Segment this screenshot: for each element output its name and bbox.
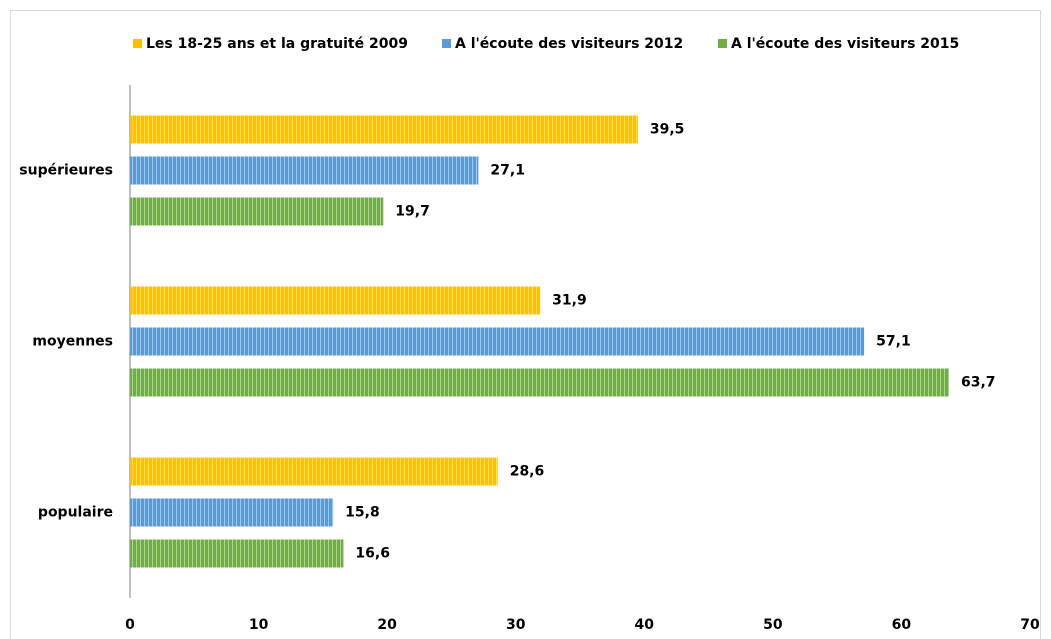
data-label: 63,7 — [961, 375, 996, 391]
y-tick-label: supérieures — [19, 163, 113, 179]
bar — [130, 327, 865, 356]
y-tick-label: moyennes — [32, 334, 113, 350]
data-label: 57,1 — [876, 334, 911, 350]
legend-label: A l'écoute des visiteurs 2015 — [731, 36, 959, 52]
x-tick-label: 50 — [763, 617, 783, 633]
legend-label: A l'écoute des visiteurs 2012 — [455, 36, 683, 52]
bar — [130, 156, 479, 185]
bar — [130, 539, 344, 568]
chart-frame — [10, 10, 1041, 639]
data-label: 28,6 — [510, 464, 545, 480]
bar — [130, 115, 638, 144]
x-tick-label: 30 — [506, 617, 526, 633]
x-tick-label: 10 — [249, 617, 269, 633]
legend-swatch — [718, 39, 727, 48]
legend-swatch — [442, 39, 451, 48]
bar — [130, 286, 541, 315]
x-tick-label: 70 — [1020, 617, 1040, 633]
x-tick-label: 40 — [635, 617, 655, 633]
legend-swatch — [133, 39, 142, 48]
bar — [130, 368, 949, 397]
data-label: 39,5 — [650, 122, 685, 138]
bar — [130, 498, 334, 527]
data-label: 19,7 — [395, 204, 430, 220]
x-tick-label: 20 — [377, 617, 397, 633]
bar — [130, 457, 498, 486]
x-tick-label: 0 — [125, 617, 135, 633]
data-label: 27,1 — [490, 163, 525, 179]
y-tick-label: populaire — [38, 505, 113, 521]
data-label: 31,9 — [552, 293, 587, 309]
legend-label: Les 18-25 ans et la gratuité 2009 — [146, 36, 408, 52]
data-label: 15,8 — [345, 505, 380, 521]
x-tick-label: 60 — [892, 617, 912, 633]
data-label: 16,6 — [355, 546, 390, 562]
bar — [130, 197, 384, 226]
